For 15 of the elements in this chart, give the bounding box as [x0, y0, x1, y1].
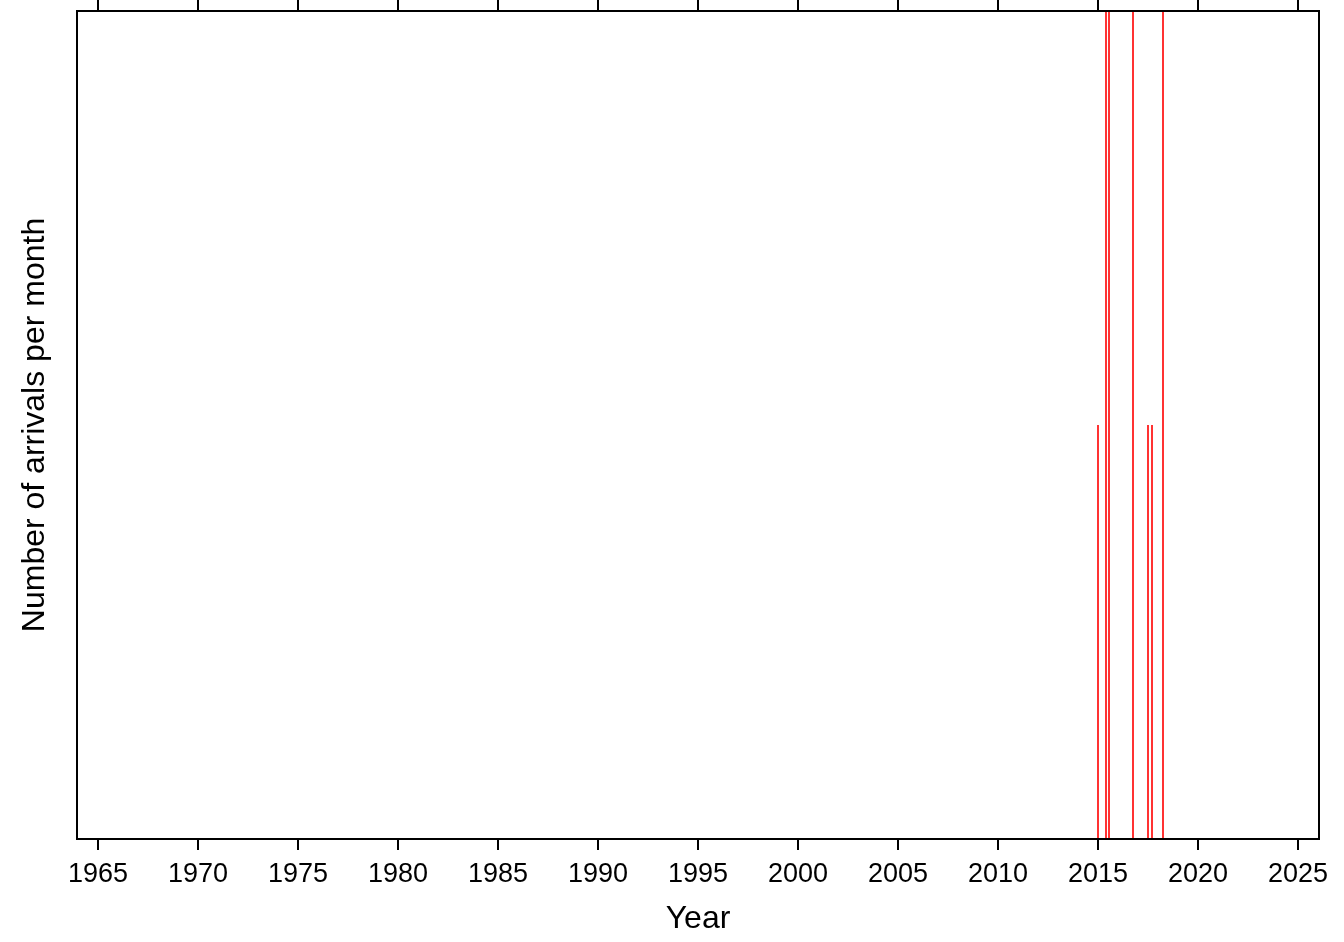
x-tick-label: 2000 — [767, 858, 829, 889]
x-tick-label: 1985 — [467, 858, 529, 889]
x-tick-label: 1970 — [167, 858, 229, 889]
x-tick-label: 1980 — [367, 858, 429, 889]
x-tick-label: 2020 — [1167, 858, 1229, 889]
x-tick-label: 2015 — [1067, 858, 1129, 889]
x-axis-title: Year — [665, 898, 731, 935]
x-tick-label: 1995 — [667, 858, 729, 889]
y-axis-title: Number of arrivals per month — [14, 217, 51, 633]
x-tick-label: 2010 — [967, 858, 1029, 889]
x-tick-label: 2025 — [1267, 858, 1329, 889]
x-tick-label: 1990 — [567, 858, 629, 889]
x-tick-label: 2005 — [867, 858, 929, 889]
x-tick-label: 1975 — [267, 858, 329, 889]
x-tick-label: 1965 — [67, 858, 129, 889]
